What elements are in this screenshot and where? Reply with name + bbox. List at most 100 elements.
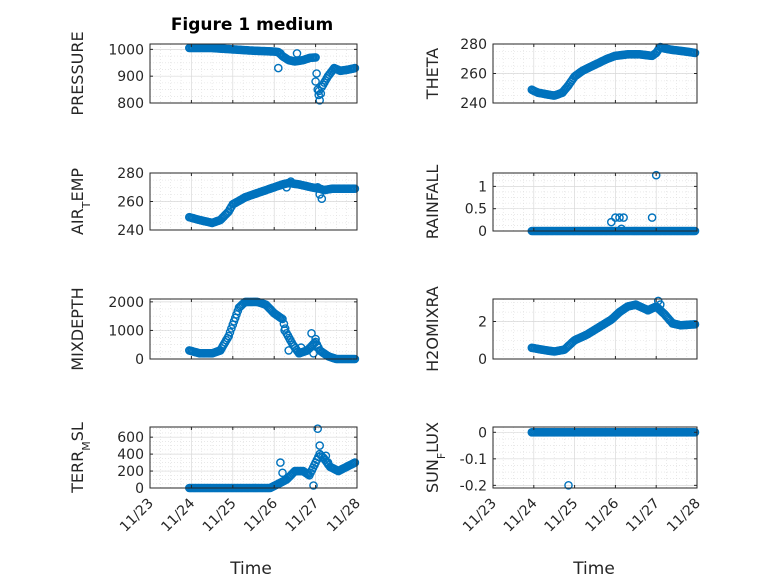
y-tick-label: 0 <box>135 481 144 497</box>
x-axis-label-left: Time <box>229 559 272 579</box>
y-axis-label-part: RAINFALL <box>423 165 442 240</box>
data-point <box>315 441 325 450</box>
axes-frame <box>492 172 698 232</box>
data-point <box>617 224 626 234</box>
data-point <box>611 213 620 222</box>
subplot-mixdepth: 0 1000 2000 MIXDEPTH <box>68 287 360 371</box>
x-tick-label: 11/27 <box>623 496 663 536</box>
subplot-rainfall: 0 0.5 1 RAINFALL <box>423 165 700 240</box>
y-axis-label-part: TERR <box>68 451 87 494</box>
y-axis-label-part: PRESSURE <box>68 31 87 115</box>
figure-title: Figure 1 medium <box>171 15 333 35</box>
y-tick-label: 240 <box>460 96 487 112</box>
data-point <box>350 458 360 467</box>
data-point <box>690 427 700 437</box>
y-tick-label: 2 <box>478 315 487 331</box>
data-point <box>312 69 321 78</box>
data-point <box>350 63 360 73</box>
data-point <box>690 319 700 329</box>
data-point <box>276 458 285 467</box>
x-tick-label: 11/23 <box>460 496 500 536</box>
y-tick-label: 260 <box>117 195 144 211</box>
y-tick-label: -0.2 <box>460 478 487 494</box>
data-point <box>286 177 296 186</box>
data-point <box>278 314 287 324</box>
x-tick-label: 11/25 <box>542 496 582 536</box>
data-point <box>273 63 283 73</box>
y-axis-label: PRESSURE <box>68 31 87 115</box>
x-tick-label: 11/27 <box>283 496 323 536</box>
y-axis-label: H2OMIXRA <box>423 286 442 372</box>
y-tick-label: 260 <box>460 67 487 83</box>
data-point <box>292 49 302 58</box>
axes-frame <box>149 298 358 360</box>
y-axis-label: RAINFALL <box>423 165 442 240</box>
y-tick-label: 0 <box>478 224 487 240</box>
data-point <box>313 424 323 434</box>
y-axis-label: THETA <box>423 48 442 100</box>
data-point <box>313 182 323 192</box>
data-point <box>309 481 318 490</box>
x-tick-label: 11/23 <box>117 496 157 536</box>
y-axis-label-part: THETA <box>423 48 442 100</box>
y-axis-label-part: M <box>80 441 93 451</box>
y-tick-label: -0.1 <box>460 452 487 468</box>
y-axis-label: AIRTEMP <box>68 168 93 235</box>
y-tick-label: 200 <box>117 464 144 480</box>
y-tick-label: 400 <box>117 447 144 463</box>
subplot-h2omixra: 0 2 H2OMIXRA <box>423 286 700 372</box>
y-axis-label-part: T <box>80 201 93 209</box>
y-tick-label: 1 <box>478 179 487 195</box>
data-point <box>323 458 333 467</box>
subplot-air-temp: 240 260 280 AIRTEMP <box>68 166 360 239</box>
data-point <box>311 334 320 344</box>
data-point <box>225 327 235 337</box>
data-point <box>314 90 324 100</box>
y-tick-label: 2000 <box>108 295 144 311</box>
axes-background <box>492 172 698 232</box>
subplot-pressure: 800 900 1000 PRESSURE <box>68 31 360 116</box>
data-point <box>647 213 657 222</box>
data-point <box>564 480 573 490</box>
y-tick-label: 800 <box>117 96 144 112</box>
axes-frame <box>492 426 698 489</box>
axes-frame <box>149 426 358 489</box>
y-axis-label-part: SL <box>68 422 87 441</box>
y-axis-label: SUNFLUX <box>423 422 448 493</box>
data-point <box>276 49 285 58</box>
y-axis-label: MIXDEPTH <box>68 287 87 370</box>
y-tick-label: 280 <box>460 37 487 53</box>
y-axis-label: TERRMSL <box>68 422 93 494</box>
y-axis-label-part: AIR <box>68 208 87 235</box>
y-axis-label-part: LUX <box>423 422 442 453</box>
data-point <box>311 77 320 86</box>
x-tick-label: 11/28 <box>664 496 704 536</box>
y-tick-label: 1000 <box>108 42 144 58</box>
axes-frame <box>492 298 698 360</box>
y-tick-label: 280 <box>117 166 144 182</box>
subplot-sun-flux: -0.2 -0.1 0 11/23 11/24 11/25 11/26 11/27 11/28 S… <box>423 422 704 535</box>
x-tick-label: 11/28 <box>324 496 364 536</box>
y-tick-label: 600 <box>117 430 144 446</box>
y-axis-label-part: MIXDEPTH <box>68 287 87 370</box>
subplot-theta: 240 260 280 THETA <box>423 37 700 112</box>
data-point <box>656 300 665 309</box>
y-tick-label: 240 <box>117 223 144 239</box>
y-tick-label: 1000 <box>108 323 144 339</box>
data-point <box>284 346 294 355</box>
y-tick-label: 0.5 <box>465 202 487 218</box>
data-point <box>311 53 320 62</box>
data-point <box>314 86 324 96</box>
data-point <box>651 170 661 180</box>
data-point <box>307 328 316 338</box>
data-point <box>690 48 700 58</box>
data-point <box>224 331 233 341</box>
y-axis-label-part: SUN <box>423 459 442 493</box>
data-point <box>296 343 306 352</box>
y-axis-label-part: EMP <box>68 168 87 202</box>
data-point <box>317 194 327 203</box>
axes-frame <box>149 43 358 104</box>
x-tick-label: 11/26 <box>582 495 622 535</box>
